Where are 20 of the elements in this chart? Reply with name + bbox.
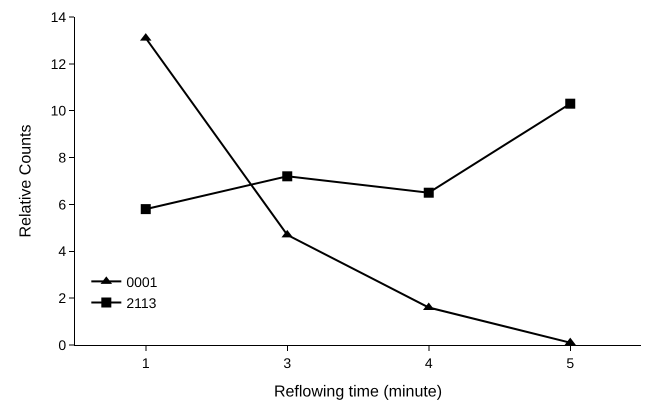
- x-tick-label: 4: [424, 354, 433, 371]
- point: [424, 188, 434, 198]
- x-tick-label: 5: [566, 354, 574, 371]
- y-tick-label: 0: [58, 336, 66, 353]
- point: [282, 171, 292, 182]
- y-tick-label: 12: [50, 56, 66, 72]
- legend-label: 2113: [126, 295, 157, 312]
- y-tick-label: 10: [50, 102, 66, 119]
- x-tick-label: 3: [283, 354, 292, 371]
- y-tick-label: 8: [58, 149, 66, 166]
- x-tick-label: 1: [142, 354, 150, 371]
- y-tick-label: 14: [50, 8, 66, 25]
- legend-label: 0001: [126, 274, 158, 290]
- point: [140, 204, 151, 214]
- y-tick-label: 6: [58, 196, 66, 212]
- x-axis-title: Reflowing time (minute): [274, 384, 442, 400]
- y-axis-title: Relative Counts: [18, 124, 35, 238]
- point: [565, 98, 576, 109]
- y-tick-label: 2: [58, 290, 66, 306]
- y-tick-label: 4: [58, 243, 66, 260]
